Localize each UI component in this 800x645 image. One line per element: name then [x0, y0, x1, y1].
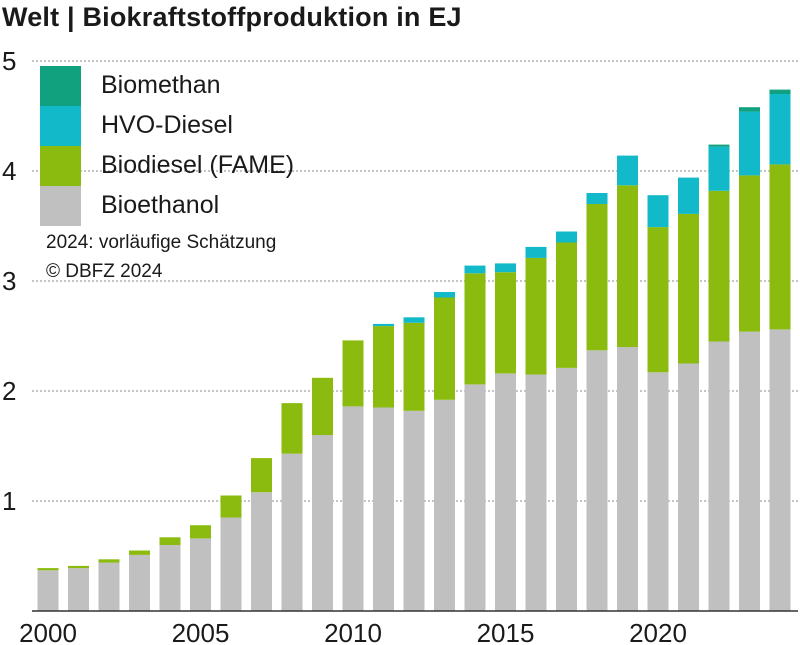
bar-segment-2002-biodiesel-fame- — [98, 559, 120, 563]
bar-segment-2018-hvo-diesel — [586, 193, 608, 204]
x-tick-label-2000: 2000 — [19, 618, 77, 645]
bar-segment-2022-biomethan — [708, 144, 730, 147]
bar-segment-2003-biodiesel-fame- — [129, 550, 150, 555]
bar-segment-2005-biodiesel-fame- — [190, 525, 211, 539]
note-copyright: © DBFZ 2024 — [46, 261, 163, 282]
bar-segment-2010-biodiesel-fame- — [342, 340, 364, 407]
bar-segment-2017-bioethanol — [556, 367, 577, 611]
bar-segment-2020-biodiesel-fame- — [647, 227, 669, 373]
bar-segment-2021-biodiesel-fame- — [678, 213, 699, 364]
bar-segment-2013-biodiesel-fame- — [434, 297, 455, 400]
bar-segment-2008-biodiesel-fame- — [281, 403, 303, 454]
bar-segment-2000-biodiesel-fame- — [37, 568, 59, 571]
bar-segment-2000-bioethanol — [37, 570, 59, 611]
bar-segment-2022-bioethanol — [708, 341, 730, 611]
bar-segment-2024-biodiesel-fame- — [769, 164, 791, 330]
bar-segment-2003-bioethanol — [129, 554, 150, 611]
bar-segment-2004-biodiesel-fame- — [159, 537, 181, 545]
bar-segment-2014-bioethanol — [464, 384, 486, 611]
bar-segment-2024-biomethan — [769, 89, 791, 94]
bar-segment-2001-biodiesel-fame- — [68, 565, 89, 569]
bar-segment-2005-bioethanol — [190, 538, 211, 611]
bar-segment-2023-hvo-diesel — [739, 111, 760, 176]
bar-segment-2015-bioethanol — [495, 373, 516, 611]
bar-segment-2021-hvo-diesel — [678, 177, 699, 214]
bar-segment-2007-biodiesel-fame- — [251, 458, 272, 493]
bar-segment-2014-biodiesel-fame- — [464, 273, 486, 385]
bar-segment-2024-hvo-diesel — [769, 94, 791, 165]
bar-segment-2011-biodiesel-fame- — [373, 326, 394, 408]
bar-segment-2009-bioethanol — [312, 435, 333, 611]
y-tick-label-2: 2 — [2, 376, 16, 406]
bar-segment-2019-hvo-diesel — [617, 155, 638, 186]
bar-segment-2024-bioethanol — [769, 329, 791, 611]
bar-segment-2013-bioethanol — [434, 399, 455, 611]
bar-segment-2023-biomethan — [739, 107, 760, 112]
legend-swatch-biomethan — [40, 66, 81, 106]
note-estimate: 2024: vorläufige Schätzung — [46, 232, 277, 253]
bar-segment-2020-hvo-diesel — [647, 195, 669, 228]
legend-swatch-bioethanol — [40, 186, 81, 226]
bar-segment-2021-bioethanol — [678, 363, 699, 611]
bar-segment-2006-bioethanol — [220, 517, 242, 611]
bar-segment-2017-hvo-diesel — [556, 231, 577, 243]
bar-segment-2015-hvo-diesel — [495, 263, 516, 273]
bar-segment-2010-bioethanol — [342, 406, 364, 611]
bar-segment-2011-hvo-diesel — [373, 323, 394, 327]
x-tick-label-2005: 2005 — [172, 618, 230, 645]
legend-swatch-biodiesel — [40, 146, 81, 186]
legend-label-bioethanol: Bioethanol — [101, 191, 220, 219]
chart-title: Welt | Biokraftstoffproduktion in EJ — [2, 2, 462, 32]
x-tick-label-2020: 2020 — [629, 618, 687, 645]
bar-segment-2020-bioethanol — [647, 372, 669, 611]
bar-segment-2022-hvo-diesel — [708, 146, 730, 191]
bar-segment-2023-biodiesel-fame- — [739, 175, 760, 332]
bar-segment-2014-hvo-diesel — [464, 265, 486, 274]
bar-segment-2009-biodiesel-fame- — [312, 377, 333, 435]
x-tick-label-2015: 2015 — [477, 618, 535, 645]
legend-label-biodiesel: Biodiesel (FAME) — [101, 151, 295, 179]
bar-segment-2006-biodiesel-fame- — [220, 495, 242, 518]
bar-segment-2016-biodiesel-fame- — [525, 257, 547, 375]
bar-segment-2001-bioethanol — [68, 568, 89, 611]
bar-segment-2007-bioethanol — [251, 492, 272, 611]
bar-segment-2023-bioethanol — [739, 331, 760, 611]
bar-segment-2018-biodiesel-fame- — [586, 204, 608, 351]
y-tick-label-3: 3 — [2, 266, 16, 296]
y-tick-label-1: 1 — [2, 486, 16, 516]
legend-label-biomethan: Biomethan — [101, 71, 221, 99]
legend-label-hvo-diesel: HVO-Diesel — [101, 111, 233, 139]
bar-segment-2012-biodiesel-fame- — [403, 322, 425, 411]
bar-segment-2016-bioethanol — [525, 374, 547, 611]
bar-segment-2016-hvo-diesel — [525, 246, 547, 258]
bar-segment-2018-bioethanol — [586, 350, 608, 611]
bar-segment-2022-biodiesel-fame- — [708, 190, 730, 342]
bar-segment-2015-biodiesel-fame- — [495, 272, 516, 374]
bar-segment-2002-bioethanol — [98, 562, 120, 611]
legend-swatch-hvo-diesel — [40, 106, 81, 146]
y-tick-label-5: 5 — [2, 46, 16, 76]
bar-segment-2013-hvo-diesel — [434, 292, 455, 298]
bar-segment-2019-biodiesel-fame- — [617, 185, 638, 347]
bar-segment-2008-bioethanol — [281, 453, 303, 611]
x-tick-label-2010: 2010 — [324, 618, 382, 645]
bar-segment-2011-bioethanol — [373, 407, 394, 611]
bar-segment-2004-bioethanol — [159, 545, 181, 611]
bar-segment-2012-bioethanol — [403, 410, 425, 611]
bar-segment-2019-bioethanol — [617, 347, 638, 611]
y-tick-label-4: 4 — [2, 156, 16, 186]
bar-segment-2012-hvo-diesel — [403, 317, 425, 323]
bar-segment-2017-biodiesel-fame- — [556, 242, 577, 368]
